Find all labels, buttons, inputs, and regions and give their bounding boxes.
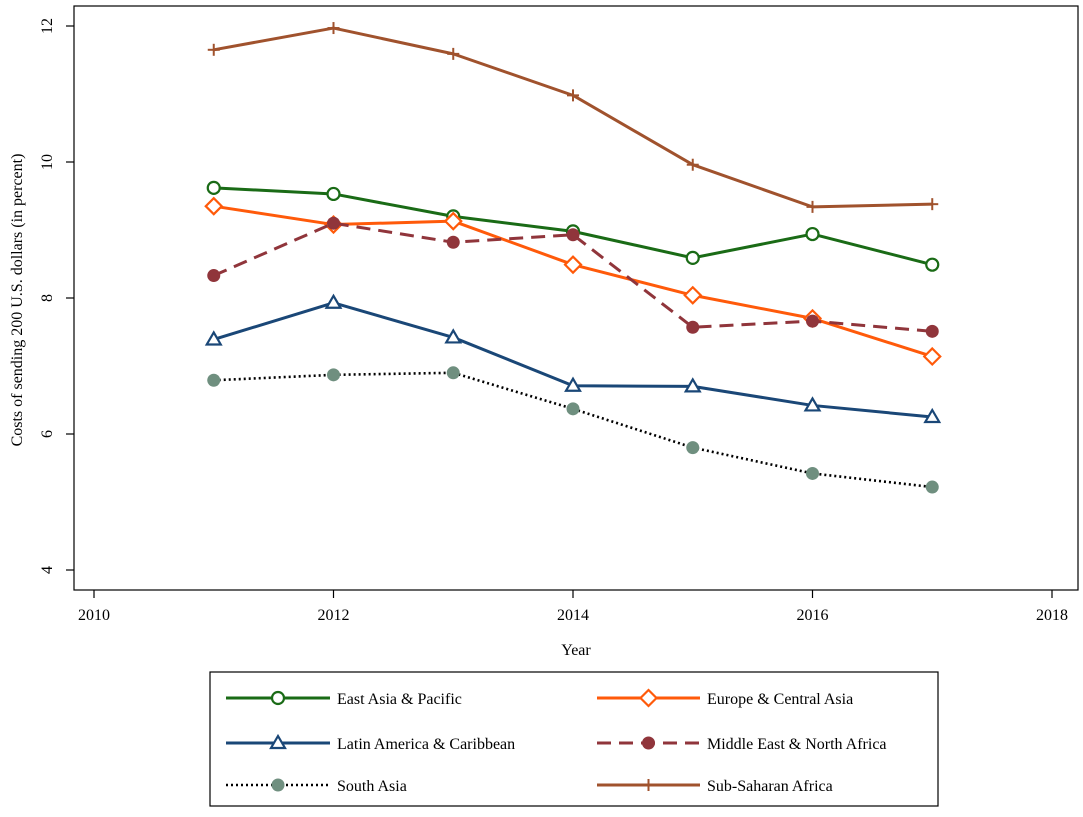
data-point: [803, 396, 822, 412]
data-point: [566, 402, 580, 416]
legend-marker: [271, 778, 285, 792]
legend-label: Latin America & Caribbean: [337, 736, 515, 753]
data-point: [806, 314, 819, 328]
x-tick-label: 2016: [797, 607, 829, 624]
data-point: [206, 180, 221, 195]
legend-item: Latin America & Caribbean: [226, 733, 515, 753]
legend-item: Sub-Saharan Africa: [597, 778, 833, 795]
data-point: [686, 441, 700, 455]
data-point: [204, 196, 224, 216]
data-point: [327, 22, 340, 35]
data-point: [926, 198, 939, 211]
y-tick-label: 8: [39, 294, 56, 302]
data-point: [806, 200, 819, 213]
series-layer: [204, 22, 942, 494]
y-tick-label: 4: [39, 566, 56, 574]
x-tick-label: 2018: [1036, 607, 1068, 624]
data-point: [925, 324, 939, 338]
data-point: [564, 376, 582, 392]
data-point: [566, 228, 580, 242]
data-point: [925, 257, 940, 272]
legend-label: East Asia & Pacific: [337, 691, 462, 708]
legend-box: [209, 671, 939, 807]
legend-label: South Asia: [337, 778, 407, 795]
data-point: [444, 328, 463, 344]
legend-marker: [638, 688, 659, 708]
data-point: [686, 320, 700, 334]
legend-marker: [642, 736, 655, 750]
data-point: [327, 368, 340, 382]
legend-item: Europe & Central Asia: [597, 688, 853, 708]
legend-label: Middle East & North Africa: [707, 736, 887, 753]
y-tick-label: 6: [39, 430, 56, 438]
legend-label: Europe & Central Asia: [707, 691, 853, 708]
legend-label: Sub-Saharan Africa: [707, 778, 833, 795]
data-point: [805, 226, 820, 242]
legend-item: South Asia: [226, 778, 407, 795]
legend-item: Middle East & North Africa: [597, 736, 887, 753]
data-point: [683, 377, 702, 393]
y-axis-title: Costs of sending 200 U.S. dollars (in pe…: [9, 154, 26, 447]
legend-marker: [270, 690, 286, 706]
y-tick-label: 12: [39, 18, 56, 34]
data-point: [207, 43, 220, 56]
data-point: [326, 186, 341, 202]
data-point: [446, 235, 460, 249]
legend: East Asia & Pacific Europe & Central Asia…: [209, 671, 939, 807]
axes: 2010 2012 2014 2016 2018 4 6 8 10 12: [39, 18, 1068, 624]
data-point: [443, 211, 463, 231]
data-point: [806, 466, 819, 480]
x-tick-label: 2010: [78, 607, 110, 624]
data-point: [207, 373, 221, 387]
data-point: [922, 346, 942, 367]
data-point: [923, 407, 942, 424]
data-point: [686, 158, 699, 171]
x-tick-label: 2014: [557, 607, 589, 624]
y-tick-label: 10: [39, 154, 56, 170]
series-sub-saharan-africa: [207, 22, 939, 213]
data-point: [327, 216, 340, 230]
data-point: [207, 269, 221, 283]
x-axis-title: Year: [561, 642, 591, 659]
data-point: [925, 480, 939, 494]
series-latin-america-caribbean: [204, 293, 942, 424]
data-point: [204, 330, 223, 346]
data-point: [563, 255, 583, 275]
data-point: [447, 47, 460, 60]
data-point: [685, 250, 700, 265]
legend-item: East Asia & Pacific: [226, 690, 462, 708]
x-tick-label: 2012: [318, 607, 350, 624]
legend-marker: [269, 733, 287, 750]
series-south-asia: [207, 366, 939, 494]
series-middle-east-north-africa: [207, 216, 939, 338]
data-point: [567, 89, 579, 102]
legend-marker: [642, 779, 655, 791]
data-point: [683, 285, 703, 305]
data-point: [446, 366, 460, 380]
data-point: [324, 293, 343, 309]
